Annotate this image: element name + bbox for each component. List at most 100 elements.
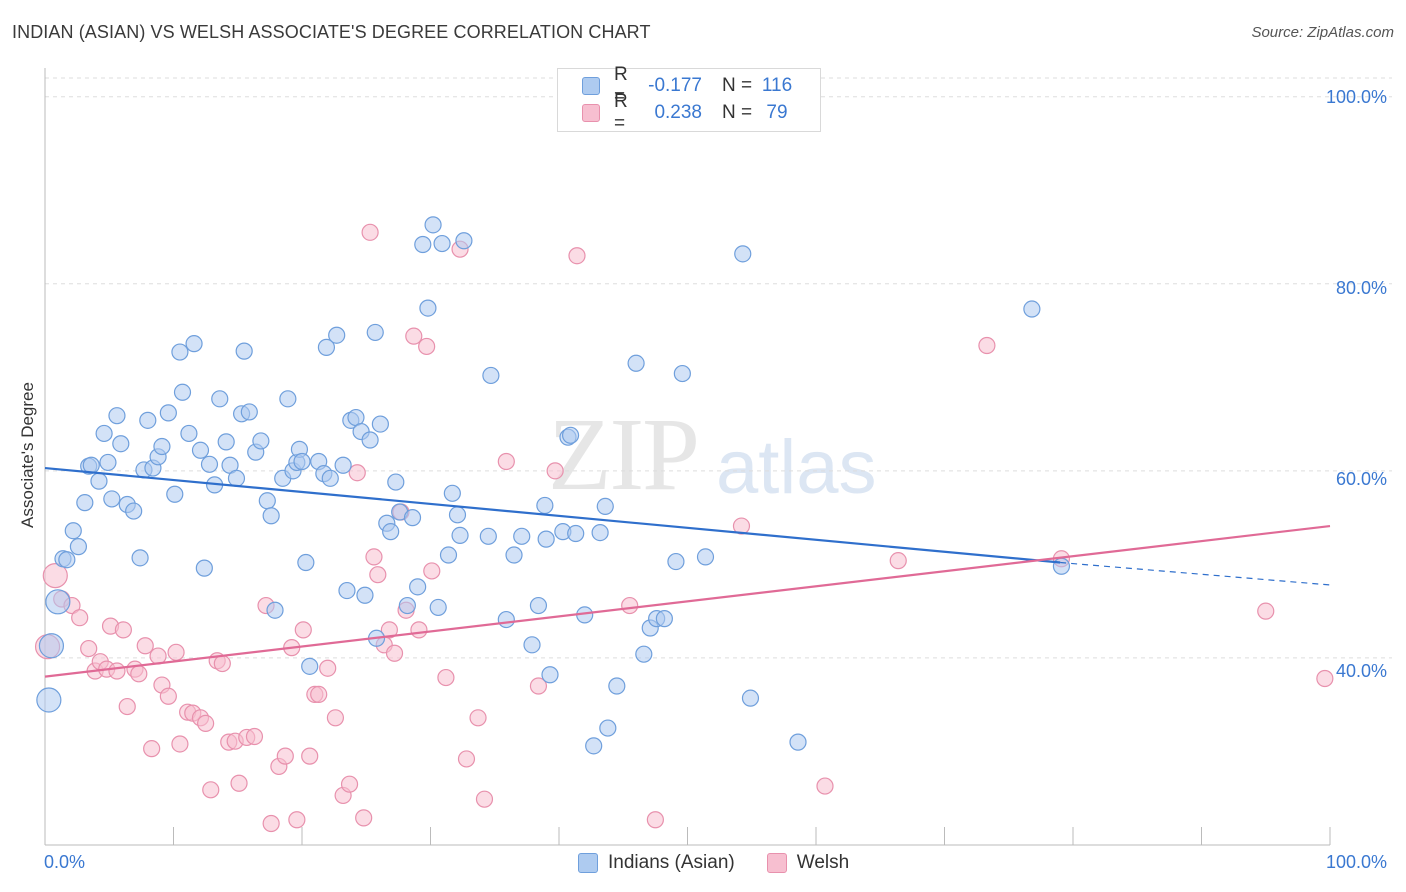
legend-r-label: R = [614,64,628,107]
indian-point [567,524,585,543]
indian-point [45,589,71,615]
indian-point [403,509,422,527]
indian-point [655,610,673,628]
data-points [34,216,1334,833]
indian-point [173,383,192,401]
welsh-point [301,747,319,765]
indian-point [69,538,88,556]
welsh-point [202,781,220,799]
y-tick-80: 80.0% [1336,278,1388,298]
indian-point [180,424,198,443]
welsh-point [355,809,373,827]
indian-point [338,581,356,600]
welsh-point [71,609,89,627]
indian-point [171,343,189,361]
welsh-point [340,775,359,793]
welsh-point [245,727,264,746]
indian-point [482,366,500,385]
welsh-point [978,336,996,355]
indian-point [217,433,235,451]
indian-point [321,469,339,487]
x-tick-max: 100.0% [1326,852,1388,872]
welsh-point [380,621,398,639]
legend-n-value: 116 [761,75,793,96]
welsh-point [369,566,387,584]
indian-point [301,657,319,675]
indian-point [387,473,405,491]
indian-point [541,666,559,684]
welsh-point [816,777,834,795]
axes [44,68,1331,846]
indian-point [451,526,469,544]
indian-point [505,546,523,564]
indian-point [227,469,246,487]
indian-point [95,424,113,443]
y-tick-100: 100.0% [1326,87,1388,107]
indian-point [139,411,157,429]
legend-n-label: N = [722,75,753,96]
indian-point [635,645,653,663]
indian-point [297,553,315,572]
welsh-point [276,747,294,765]
welsh-point [310,685,328,704]
indian-point [356,586,374,604]
welsh-point [326,709,345,727]
welsh-point [405,327,423,345]
welsh-point [457,750,476,768]
indian-point [433,234,451,253]
indian-point [262,507,280,525]
indian-point [125,502,143,520]
indian-point [1052,557,1071,575]
indian-point [382,523,400,541]
indian-point [429,598,447,617]
indian-point [599,719,617,737]
welsh-point [118,697,136,716]
indian-point [36,687,62,713]
indian-point [734,245,752,263]
indian-point [439,546,458,564]
indian-point [789,733,807,751]
welsh-point [197,714,215,733]
welsh-point [114,621,132,639]
indian-point [585,737,603,755]
indian-point [235,342,253,360]
indian-point [159,404,177,422]
welsh-point [1257,602,1275,620]
source-credit: Source: ZipAtlas.com [1251,24,1394,41]
indian-point [513,527,531,545]
welsh-legend-swatch [766,853,787,873]
legend-r-value: -0.177 [648,75,702,96]
indian-point [371,415,389,433]
welsh-point [621,596,639,615]
welsh-point [437,668,455,687]
indian-point [448,506,467,524]
indian-point [240,403,258,421]
indian-point [366,323,384,342]
indian-point [741,689,760,707]
welsh-point [136,637,154,655]
indian-point [455,232,473,250]
legend-n-label: N = [722,102,753,123]
indian-point [112,435,130,453]
welsh-point [319,659,337,677]
welsh-point [108,662,126,680]
indian-point [211,390,229,408]
indian-point [258,492,276,510]
indian-point [591,523,609,542]
x-tick-min: 0.0% [44,852,86,872]
gridlines [45,77,1392,659]
welsh-point [568,247,586,265]
welsh-legend-label: Welsh [796,852,850,873]
welsh-point [475,790,494,808]
indian-point [608,677,626,695]
welsh-point [469,709,487,727]
welsh-point [294,621,312,639]
legend-item-indian: Indians (Asian) [578,852,735,874]
welsh-point [159,687,177,705]
welsh-point [130,665,148,683]
legend-row-welsh: R = 0.238 N = 79 [582,91,800,134]
watermark-atlas: atlas [716,425,877,510]
indian-point [409,578,427,596]
welsh-point [80,639,98,658]
